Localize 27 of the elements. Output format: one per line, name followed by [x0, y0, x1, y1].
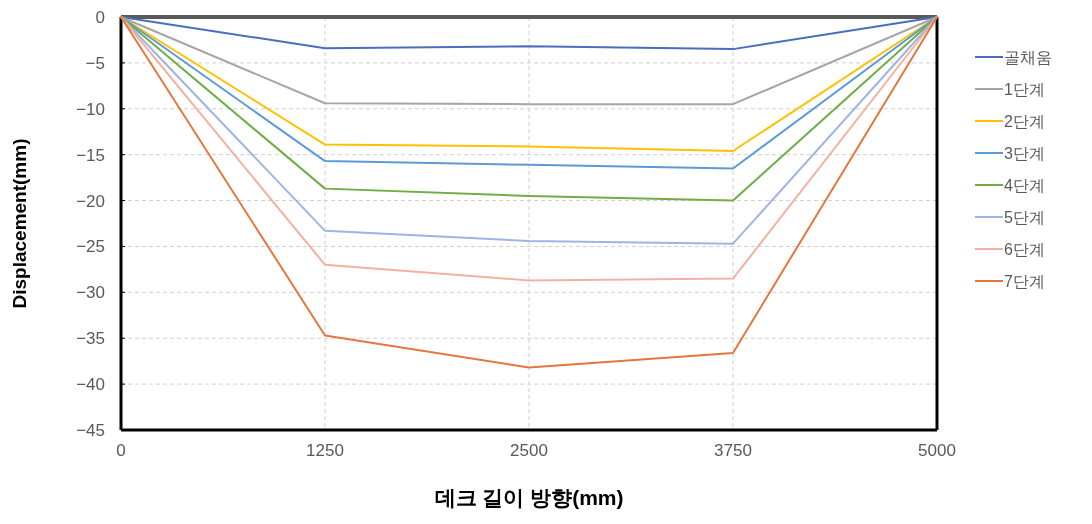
y-tick-label: 0 — [95, 8, 105, 27]
y-tick-label: −45 — [76, 421, 105, 440]
line-series — [120, 16, 938, 369]
legend-label: 골채움 — [1004, 49, 1052, 66]
legend-label: 2단계 — [1004, 113, 1045, 130]
legend-label: 1단계 — [1004, 81, 1045, 98]
y-axis-title: Displacement(mm) — [9, 138, 30, 309]
legend-label: 7단계 — [1004, 273, 1045, 290]
x-tick-label: 0 — [116, 441, 126, 460]
legend-label: 3단계 — [1004, 145, 1045, 162]
x-tick-label: 1250 — [306, 441, 344, 460]
x-tick-label: 3750 — [714, 441, 752, 460]
y-tick-label: −5 — [85, 53, 105, 73]
y-tick-label: −30 — [76, 283, 105, 303]
y-tick-label: −10 — [76, 99, 105, 119]
legend-label: 6단계 — [1004, 241, 1045, 258]
y-tick-label: −20 — [76, 191, 105, 211]
line-series — [120, 16, 938, 51]
y-tick-label: −35 — [76, 329, 105, 349]
legend-label: 4단계 — [1004, 177, 1045, 194]
y-tick-label: −15 — [76, 145, 105, 165]
x-tick-label: 5000 — [918, 441, 956, 460]
y-tick-label: −25 — [76, 237, 105, 257]
x-tick-label: 2500 — [510, 441, 548, 460]
legend-label: 5단계 — [1004, 209, 1045, 226]
x-axis-title: 데크 길이 방향(mm) — [434, 486, 624, 509]
y-tick-label: −40 — [76, 375, 105, 395]
